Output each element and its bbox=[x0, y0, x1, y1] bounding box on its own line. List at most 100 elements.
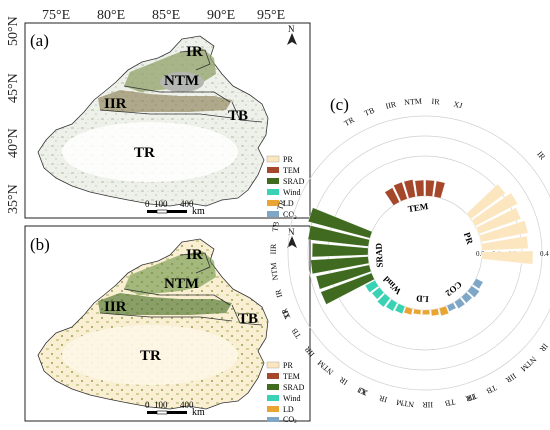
bar-pr-1 bbox=[471, 192, 518, 227]
svg-text:LD: LD bbox=[283, 199, 294, 208]
spoke-label: IIR bbox=[302, 344, 316, 358]
spoke-label: XJ bbox=[357, 386, 369, 398]
svg-text:0: 0 bbox=[145, 400, 150, 410]
svg-text:SRAD: SRAD bbox=[283, 383, 305, 392]
lon-label-75: 75°E bbox=[42, 8, 70, 23]
svg-text:100: 100 bbox=[154, 199, 168, 209]
spoke-label: IIR bbox=[269, 243, 278, 255]
group-label-co2: CO2 bbox=[443, 279, 464, 298]
svg-text:N: N bbox=[288, 227, 295, 237]
spoke-label: NTM bbox=[519, 355, 538, 374]
legend-a: PR TEM SRAD Wind LD CO2 bbox=[266, 155, 305, 221]
svg-text:LD: LD bbox=[283, 405, 294, 414]
lat-label-35: 35°N bbox=[6, 184, 21, 214]
bar-tem-3 bbox=[414, 179, 425, 197]
svg-text:PR: PR bbox=[283, 155, 293, 164]
spoke-label: TB bbox=[290, 327, 303, 340]
group-label-tem: TEM bbox=[407, 201, 429, 214]
region-ir-b: IR bbox=[186, 247, 203, 263]
bar-ld-1 bbox=[430, 308, 440, 317]
radial-tick-label: 0.4 bbox=[540, 250, 549, 258]
bar-srad-0 bbox=[320, 272, 375, 305]
bar-wind-1 bbox=[385, 298, 398, 312]
panel-label-b: (b) bbox=[30, 235, 50, 254]
spoke-label: XJ bbox=[281, 309, 293, 321]
region-ir-a: IR bbox=[186, 44, 203, 60]
region-tr-a: TR bbox=[134, 145, 155, 161]
region-iir-b: IIR bbox=[104, 299, 127, 315]
svg-text:0: 0 bbox=[145, 199, 150, 209]
svg-text:TEM: TEM bbox=[283, 372, 300, 381]
spoke-label: TR bbox=[342, 115, 356, 128]
spoke-label: NTM bbox=[404, 97, 422, 107]
grid-circle bbox=[367, 195, 483, 311]
bar-ld-2 bbox=[422, 309, 431, 315]
spoke-label: TB bbox=[270, 221, 281, 233]
spoke-label: XJ bbox=[356, 385, 368, 397]
ntm-zone-b bbox=[124, 251, 216, 295]
group-label-ld: LD bbox=[415, 293, 429, 304]
spoke-label: TR bbox=[465, 391, 478, 403]
svg-text:Wind: Wind bbox=[283, 188, 300, 197]
group-label-pr: PR bbox=[462, 231, 475, 246]
bar-co2-1 bbox=[467, 285, 480, 298]
bar-srad-4 bbox=[307, 225, 370, 247]
spoke-label: TB bbox=[363, 106, 376, 118]
spoke-label: TB bbox=[485, 383, 498, 396]
spoke-label: TR bbox=[464, 392, 477, 404]
panel-label-c: (c) bbox=[330, 95, 349, 114]
region-ntm-a: NTM bbox=[164, 73, 199, 89]
bar-ld-0 bbox=[439, 305, 450, 317]
basin-gray-a bbox=[160, 72, 204, 92]
radial-chart: 0.00.10.20.30.40.5IRTBIIRNTMIRXJPRXJIRNT… bbox=[269, 97, 550, 409]
region-tr-b: TR bbox=[140, 348, 161, 364]
bar-ld-3 bbox=[412, 308, 422, 315]
bar-tem-4 bbox=[425, 179, 435, 197]
panel-b: (b) N IR NTM IIR TB TR PR TEM SRAD Wind … bbox=[24, 225, 311, 425]
bar-srad-5 bbox=[307, 207, 373, 239]
svg-text:N: N bbox=[288, 24, 295, 34]
bar-tem-1 bbox=[393, 181, 408, 202]
lon-label-90: 90°E bbox=[207, 8, 235, 23]
north-arrow-b: N bbox=[287, 227, 297, 248]
svg-text:PR: PR bbox=[283, 361, 293, 370]
tr-basin-a bbox=[62, 122, 238, 182]
lat-label-50: 50°N bbox=[6, 16, 21, 46]
spoke-label: IR bbox=[431, 97, 440, 107]
spoke-label: IIR bbox=[422, 400, 433, 409]
spoke-label: XJ bbox=[453, 100, 464, 111]
spoke-label: IIR bbox=[503, 371, 517, 385]
svg-text:SRAD: SRAD bbox=[283, 177, 305, 186]
spoke-label: IR bbox=[537, 341, 549, 353]
map-frame-b bbox=[24, 225, 311, 422]
bar-srad-2 bbox=[310, 256, 370, 275]
spoke-label: IR bbox=[273, 288, 284, 299]
scale-bar-b: 0 100 400 km bbox=[145, 400, 205, 418]
radial-tick-label: 0.0 bbox=[476, 250, 485, 258]
bar-wind-0 bbox=[394, 303, 406, 315]
bar-pr-5 bbox=[481, 250, 534, 265]
region-tb-b: TB bbox=[238, 311, 258, 327]
spoke-label: TB bbox=[444, 397, 456, 408]
svg-text:TEM: TEM bbox=[283, 166, 300, 175]
panel-c: (c) 0.00.10.20.30.40.5IRTBIIRNTMIRXJPRXJ… bbox=[269, 95, 550, 409]
lat-labels-a: 50°N 45°N 40°N 35°N bbox=[6, 16, 21, 214]
region-ntm-b: NTM bbox=[164, 276, 199, 292]
map-frame-a bbox=[24, 22, 311, 219]
lon-label-95: 95°E bbox=[257, 8, 285, 23]
lat-label-45: 45°N bbox=[6, 73, 21, 103]
bar-co2-3 bbox=[454, 297, 466, 310]
legend-b: PR TEM SRAD Wind LD CO2 bbox=[266, 361, 305, 425]
spoke-label: IR bbox=[535, 150, 547, 162]
iir-zone-b bbox=[98, 293, 232, 315]
svg-text:CO2: CO2 bbox=[283, 415, 297, 425]
spoke-label: NTM bbox=[269, 262, 280, 281]
bar-co2-2 bbox=[460, 291, 473, 304]
bar-pr-0 bbox=[466, 183, 506, 220]
bar-pr-2 bbox=[475, 207, 522, 235]
bar-co2-4 bbox=[446, 302, 457, 312]
bar-tem-2 bbox=[403, 179, 416, 199]
bar-pr-3 bbox=[478, 220, 529, 243]
spoke-label: TR bbox=[279, 306, 292, 320]
